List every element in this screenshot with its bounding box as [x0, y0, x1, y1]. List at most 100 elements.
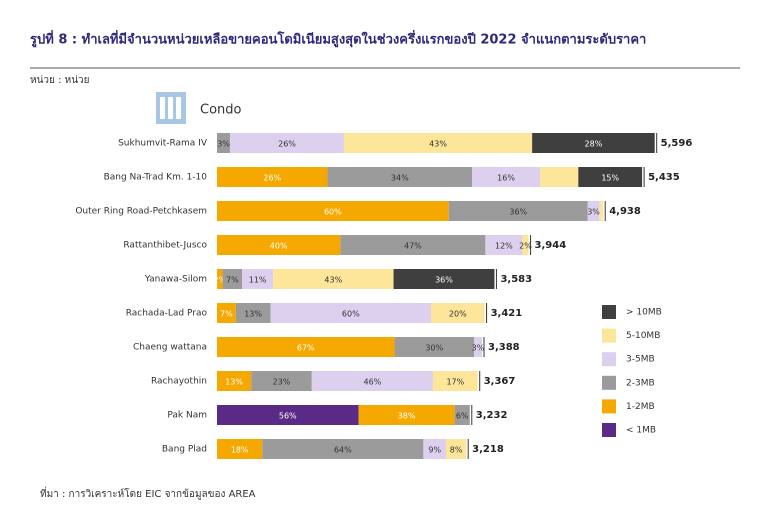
segment-label: 9%	[428, 446, 441, 455]
segment-label: 46%	[363, 378, 381, 387]
bar-segment	[448, 201, 588, 221]
segment-label: 3%	[217, 140, 230, 149]
segment-label: 17%	[446, 378, 464, 387]
legend-swatch	[602, 399, 616, 414]
bar-segment	[311, 371, 433, 391]
segment-label: 38%	[398, 412, 416, 421]
segment-label: 11%	[249, 276, 267, 285]
bar-segment	[217, 439, 263, 459]
total-label: 3,583	[500, 274, 532, 285]
category-label: Outer Ring Road-Petchkasem	[75, 207, 207, 217]
segment-label: 60%	[324, 208, 342, 217]
segment-label: 7%	[220, 310, 233, 319]
category-label: Chaeng wattana	[133, 343, 207, 353]
bar-segment	[273, 269, 394, 289]
subtitle: Condo	[200, 103, 242, 118]
segment-label: 40%	[270, 242, 288, 251]
building-icon	[156, 92, 186, 124]
segment-label: 28%	[585, 140, 603, 149]
segment-label: 36%	[435, 276, 453, 285]
category-label: Pak Nam	[167, 411, 207, 421]
total-label: 4,938	[609, 206, 641, 217]
bar-segment	[222, 269, 243, 289]
segment-label: 34%	[391, 174, 409, 183]
unit-label: หน่วย : หน่วย	[30, 75, 90, 86]
legend-swatch	[602, 305, 616, 319]
total-label: 5,435	[648, 172, 680, 183]
category-label: Bang Plad	[162, 445, 207, 455]
source-note: ที่มา : การวิเคราะห์โดย EIC จากข้อมูลของ…	[40, 486, 256, 500]
segment-label: 23%	[273, 378, 291, 387]
bar-segment	[394, 337, 475, 357]
bar-segment	[474, 337, 482, 357]
segment-label: 30%	[425, 344, 443, 353]
legend-label: > 10MB	[626, 308, 662, 318]
bar-segment	[230, 133, 344, 153]
bar-segment	[235, 303, 271, 323]
bar-segment	[432, 371, 478, 391]
category-label: Yanawa-Silom	[144, 275, 207, 285]
bar-segment	[423, 439, 447, 459]
category-label: Sukhumvit-Rama IV	[118, 139, 208, 149]
bar-segment	[340, 235, 486, 255]
bar-segment	[217, 405, 359, 425]
bar-segment	[217, 133, 231, 153]
bar-segment	[522, 235, 529, 255]
bar-segment	[217, 303, 236, 323]
legend-swatch	[602, 328, 616, 343]
legend-swatch	[602, 375, 616, 390]
bar-segment	[262, 439, 424, 459]
segment-label: 15%	[601, 174, 619, 183]
legend-label: < 1MB	[626, 426, 656, 436]
category-label: Rachayothin	[151, 377, 207, 387]
bar-segment	[217, 201, 449, 221]
category-label: Rattanthibet-Jusco	[123, 241, 207, 251]
segment-label: 6%	[456, 412, 469, 421]
total-label: 3,367	[484, 376, 516, 387]
bar-segment	[532, 133, 655, 153]
segment-label: 20%	[449, 310, 467, 319]
segment-label: 60%	[342, 310, 360, 319]
bar-segment	[472, 167, 541, 187]
bar-segment	[251, 371, 312, 391]
total-label: 3,421	[491, 308, 523, 319]
legend-label: 1-2MB	[626, 402, 655, 412]
segment-label: 43%	[324, 276, 342, 285]
segment-label: 26%	[263, 174, 281, 183]
segment-label: 67%	[297, 344, 315, 353]
total-label: 5,596	[661, 138, 693, 149]
segment-label: 18%	[231, 446, 249, 455]
segment-label: 7%	[226, 276, 239, 285]
segment-label: 13%	[244, 310, 262, 319]
bar-segment	[358, 405, 455, 425]
total-label: 3,944	[535, 240, 567, 251]
bar-segment	[217, 167, 328, 187]
segment-label: 43%	[429, 140, 447, 149]
bar-segment	[242, 269, 274, 289]
bar-segment	[454, 405, 470, 425]
legend-label: 5-10MB	[626, 331, 660, 341]
bar-segment	[270, 303, 432, 323]
segment-label: 16%	[497, 174, 515, 183]
bar-segment	[343, 133, 533, 153]
segment-label: 12%	[495, 242, 513, 251]
segment-label: 36%	[509, 208, 527, 217]
bar-segment	[578, 167, 643, 187]
legend-swatch	[602, 423, 616, 437]
segment-label: 3%	[472, 344, 485, 353]
legend-label: 2-3MB	[626, 378, 655, 388]
segment-label: 3%	[587, 208, 600, 217]
bar-segment	[217, 235, 341, 255]
segment-label: 56%	[279, 412, 297, 421]
bar-segment	[485, 235, 523, 255]
total-label: 3,218	[472, 444, 504, 455]
total-label: 3,388	[488, 342, 520, 353]
legend-label: 3-5MB	[626, 355, 655, 365]
total-label: 3,232	[476, 410, 508, 421]
bar-segment	[431, 303, 485, 323]
segment-label: 13%	[225, 378, 243, 387]
segment-label: 8%	[450, 446, 463, 455]
legend-swatch	[602, 352, 616, 367]
segment-label: 2%	[519, 242, 532, 251]
